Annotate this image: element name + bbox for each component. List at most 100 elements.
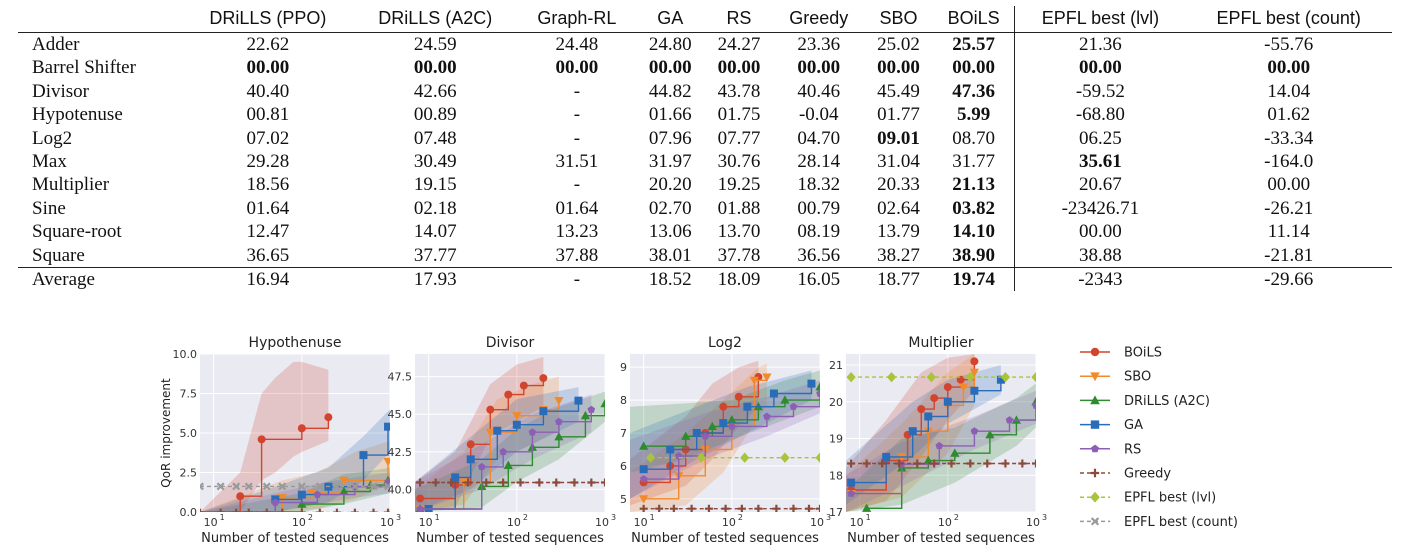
data-point (535, 478, 544, 487)
data-point (416, 494, 425, 503)
table-cell: 17.93 (352, 267, 518, 292)
table-cell: 43.78 (717, 80, 761, 102)
data-point (431, 478, 440, 487)
table-cell: - (573, 80, 581, 102)
data-point (384, 508, 390, 512)
data-point (740, 452, 750, 463)
data-point (815, 382, 820, 391)
data-point (655, 504, 664, 512)
data-point (1090, 468, 1100, 478)
data-point (846, 371, 856, 383)
data-point (749, 376, 759, 386)
data-point (816, 504, 820, 512)
row-name: Barrel Shifter (32, 57, 136, 79)
x-tick-exponent: 1 (866, 513, 871, 522)
row-name: Sine (32, 197, 66, 219)
data-point (639, 475, 648, 483)
table-cell: 30.76 (717, 151, 761, 173)
data-point (451, 473, 460, 482)
data-point (681, 431, 691, 440)
data-point (886, 371, 897, 383)
x-tick-label: 10 (419, 516, 433, 529)
table-cell: 31.77 (952, 151, 996, 173)
chart-title: Hypothenuse (249, 335, 342, 351)
table-cell: 19.25 (717, 174, 761, 196)
data-point (539, 374, 548, 383)
data-point (719, 419, 728, 428)
table-cell: 11.14 (1267, 221, 1310, 243)
table-body: Adder 22.62 24.59 24.48 24.80 24.27 23.36 25.02… (18, 32, 1392, 292)
row-name: Average (18, 267, 184, 292)
table-cell: -55.76 (1264, 34, 1314, 55)
data-point (847, 489, 855, 497)
data-point (701, 432, 710, 440)
data-point (646, 452, 656, 463)
data-point (1032, 459, 1036, 468)
data-point (1090, 491, 1100, 503)
x-tick-label: 10 (595, 516, 609, 529)
row-name: Divisor (32, 80, 89, 102)
table-cell: 38.88 (1014, 243, 1186, 268)
data-point (1091, 444, 1099, 453)
data-point (383, 457, 390, 467)
data-point (278, 508, 287, 512)
table-cell: 47.36 (952, 80, 996, 102)
legend-item: EPFL best (lvl) (1080, 491, 1216, 506)
table-cell: 38.90 (952, 244, 996, 266)
table-cell: 38.27 (877, 244, 920, 266)
data-point (493, 426, 502, 435)
x-tick-exponent: 2 (954, 513, 959, 522)
data-point (639, 441, 649, 450)
data-point (512, 412, 522, 421)
data-point (815, 452, 820, 463)
data-point (950, 448, 960, 457)
table-cell: 25.57 (952, 34, 996, 55)
row-name: Max (32, 151, 67, 173)
row-name: Hypotenuse (32, 104, 123, 126)
column-header: EPFL best (lvl) (1014, 6, 1186, 33)
x-tick-label: 10 (380, 516, 394, 529)
data-point (369, 482, 378, 491)
table-cell: 36.56 (797, 244, 841, 266)
data-point (1001, 459, 1010, 468)
data-point (587, 405, 596, 413)
data-point (466, 440, 475, 449)
data-point (297, 482, 306, 491)
y-tick-label: 19 (829, 433, 843, 446)
table-cell: 20.33 (877, 174, 920, 196)
table-cell: 18.77 (864, 267, 933, 292)
data-point (878, 459, 887, 468)
data-point (464, 478, 473, 487)
y-tick-label: 5.0 (180, 427, 198, 440)
table-cell: 00.00 (648, 57, 692, 79)
data-point (696, 452, 706, 463)
table-cell: -33.34 (1264, 127, 1314, 149)
table-cell: -26.21 (1264, 197, 1314, 219)
data-point (692, 429, 701, 437)
table-cell: 01.75 (717, 104, 761, 126)
table-cell: 08.19 (797, 221, 841, 243)
data-point (519, 381, 528, 390)
table-row: Square-root 12.47 14.07 13.23 13.06 13.70 08.1… (18, 220, 1392, 244)
confidence-band (630, 380, 820, 499)
table-row: Hypotenuse 00.81 00.89 - 01.66 01.75 -0.04 01.7… (18, 103, 1392, 127)
x-axis-label: Number of tested sequences (631, 531, 819, 546)
table-cell: 5.99 (957, 104, 991, 126)
legend-item: Greedy (1080, 467, 1171, 482)
table-row: Max 29.28 30.49 31.51 31.97 30.76 28.14 31.04 31… (18, 150, 1392, 174)
data-point (416, 478, 425, 487)
table-cell: 00.81 (246, 104, 290, 126)
x-tick-label: 10 (507, 516, 521, 529)
data-point (743, 402, 752, 411)
y-tick-label: 40.0 (388, 483, 413, 496)
data-point (601, 478, 605, 487)
table-cell: -29.66 (1185, 267, 1392, 292)
data-point (913, 459, 922, 468)
plot-area (630, 360, 820, 512)
y-tick-label: 0.0 (180, 506, 198, 519)
data-point (1005, 416, 1014, 424)
table-cell: 28.14 (797, 151, 841, 173)
table-cell: 00.89 (413, 104, 457, 126)
data-point (862, 503, 872, 512)
